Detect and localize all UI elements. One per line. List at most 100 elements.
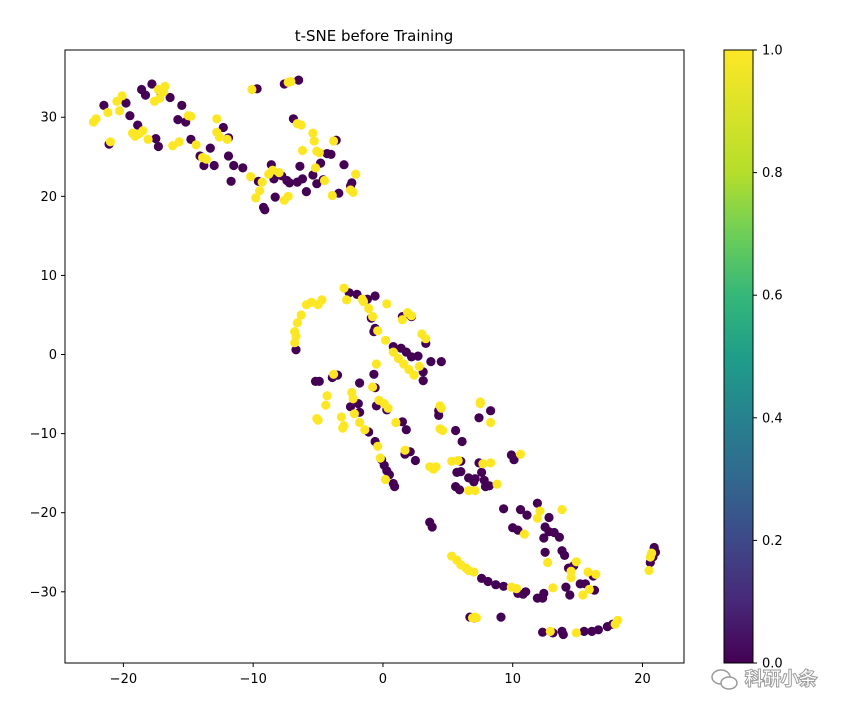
scatter-point [397,315,407,325]
scatter-point [339,283,349,293]
scatter-point [499,504,509,514]
scatter-point [469,567,479,577]
scatter-point [342,295,352,305]
scatter-point [583,567,593,577]
y-axis: −30 −20 −10 0 10 20 30 [30,111,65,600]
scatter-point [143,134,153,144]
wechat-icon [711,669,738,690]
scatter-point [91,114,101,124]
scatter-point [421,334,431,344]
scatter-point [454,485,465,495]
scatter-point [345,402,356,412]
scatter-point [436,403,446,413]
scatter-point [391,417,401,428]
scatter-point [117,91,127,101]
scatter-point [593,625,604,635]
scatter-point [538,627,548,637]
scatter-point [565,590,575,600]
scatter-point [329,369,339,379]
scatter-point [486,417,496,428]
colorbar-tick-label: 1.0 [762,44,783,59]
scatter-point [212,114,222,124]
x-tick-label: −10 [239,672,266,687]
colorbar-tick-label: 0.8 [762,166,783,181]
scatter-point [545,626,555,637]
scatter-point [578,590,588,600]
scatter-point [380,474,391,485]
watermark: 科研小条 [711,668,818,691]
scatter-point [368,382,378,392]
scatter-point [560,550,570,561]
scatter-point [479,475,489,485]
scatter-point [483,576,493,587]
scatter-point [209,160,219,171]
scatter-point [246,172,256,182]
scatter-point [383,403,393,413]
scatter-point [544,512,554,523]
scatter-point [201,154,211,164]
y-tick-label: −10 [30,427,57,442]
scatter-point [426,357,436,367]
scatter-point [308,170,318,180]
watermark-text: 科研小条 [745,669,817,690]
scatter-point [371,359,381,369]
colorbar-tick-label: 0.6 [762,289,783,304]
scatter-point [436,357,446,367]
scatter-point [191,140,201,150]
colorbar-tick-label: 0.4 [762,411,783,426]
scatter-point [327,190,337,201]
scatter-point [610,619,620,629]
scatter-point [360,425,370,435]
scatter-point [515,449,526,459]
scatter-point [644,565,654,576]
scatter-point [177,100,187,110]
scatter-point [451,425,461,436]
scatter-point [532,513,543,523]
y-tick-label: 0 [49,348,57,363]
scatter-point [390,482,400,492]
scatter-point [369,369,379,379]
scatter-point [539,588,549,599]
scatter-point [121,98,131,108]
scatter-point [471,613,481,623]
scatter-point [355,417,365,428]
scatter-point [355,378,365,388]
scatter-point [401,425,411,435]
scatter-point [297,174,308,184]
scatter-point [321,400,331,410]
scatter-point [297,145,308,156]
colorbar: 0.0 0.2 0.4 0.6 0.8 1.0 [723,44,783,672]
scatter-point [296,120,306,130]
scatter-point [294,75,304,85]
scatter-point [557,505,567,515]
scatter-point [532,498,543,508]
scatter-point [336,412,346,422]
scatter-point [368,312,378,322]
scatter-point [347,387,357,398]
scatter-point [478,459,488,469]
scatter-point [543,557,553,568]
scatter-point [566,573,576,583]
scatter-point [205,143,215,153]
scatter-point [349,409,359,419]
scatter-point [125,111,135,121]
scatter-point [457,436,467,447]
colorbar-tick-label: 0.0 [762,657,783,672]
scatter-point [409,370,419,380]
scatter-point [496,612,506,622]
scatter-point [229,160,239,171]
scatter-point [410,455,420,466]
x-tick-label: 10 [504,672,521,687]
scatter-point [453,455,463,466]
scatter-point [251,193,261,203]
scatter-point [310,163,321,173]
scatter-point [561,582,571,592]
scatter-point [153,141,163,152]
scatter-point [308,128,318,138]
scatter-point [174,137,184,147]
x-tick-label: 20 [634,672,651,687]
colorbar-ticks: 0.0 0.2 0.4 0.6 0.8 1.0 [753,44,783,672]
scatter-point [309,136,319,146]
scatter-point [519,529,530,539]
scatter-point [431,462,441,472]
